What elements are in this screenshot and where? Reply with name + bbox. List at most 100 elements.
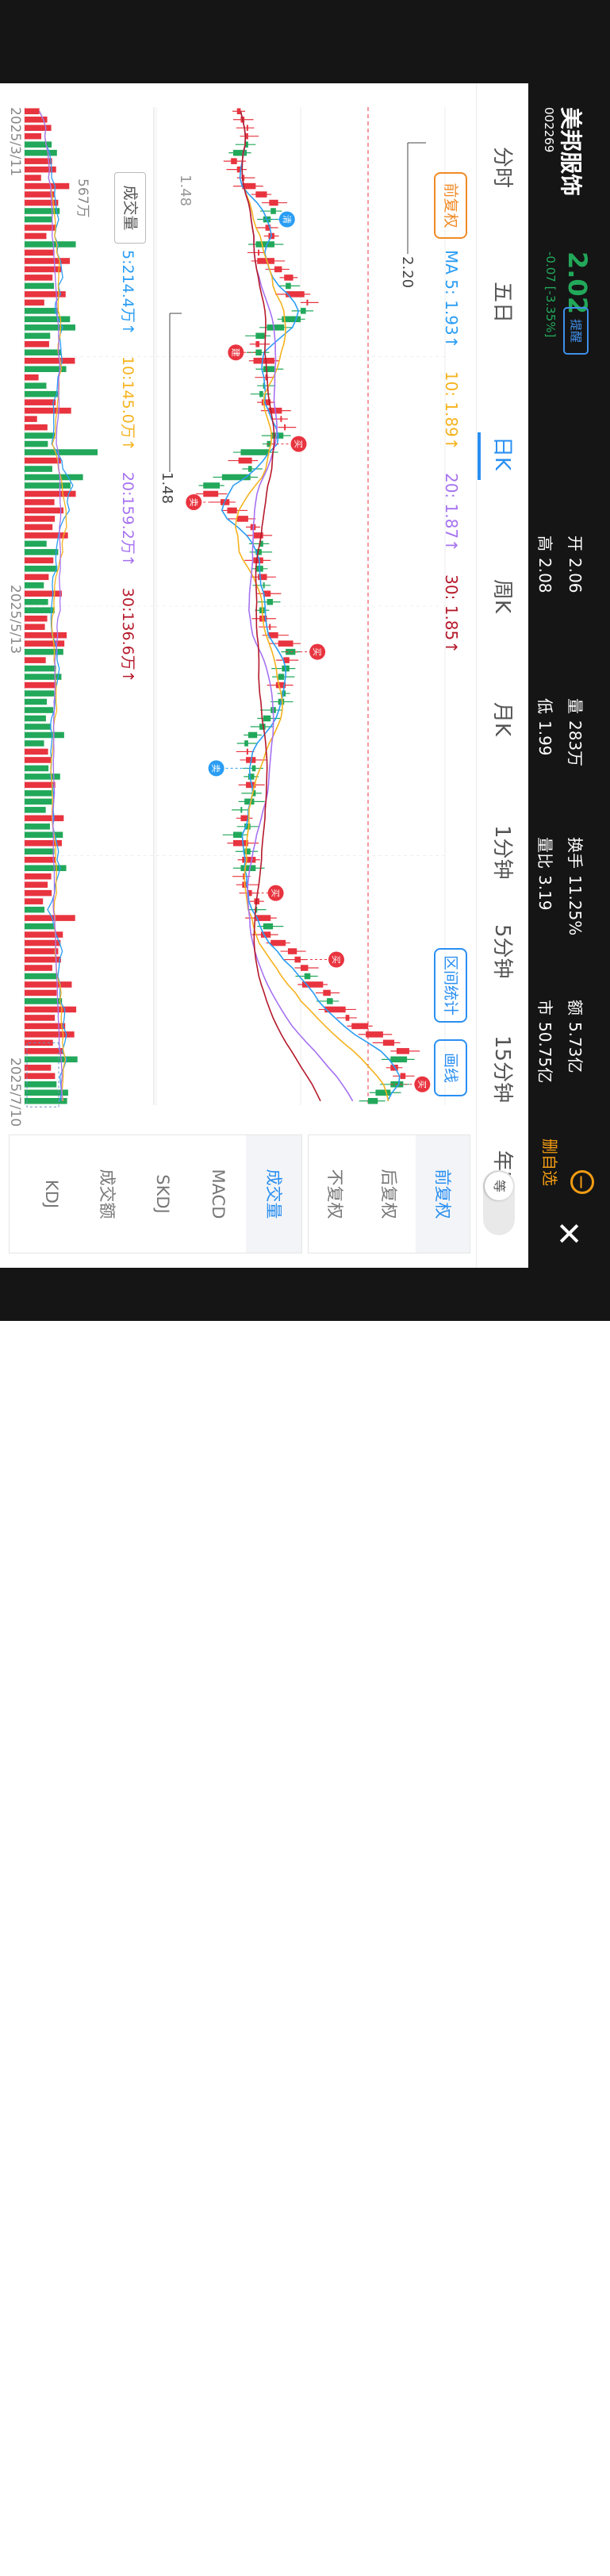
volume-bar (24, 873, 52, 880)
trade-marker (228, 344, 244, 361)
candle-body (263, 715, 271, 722)
indicator-amount[interactable]: 成交额 (98, 1169, 117, 1219)
candle-body (259, 390, 263, 397)
home-indicator[interactable] (197, 2570, 414, 2576)
ma10-value: 10: 1.89↑ (442, 370, 461, 451)
volume-bar (25, 399, 56, 405)
range-stats-button[interactable]: 区间统计 (434, 948, 467, 1023)
volume-bar (25, 416, 37, 422)
indicator-macd[interactable]: MACD (209, 1169, 228, 1219)
volume-bar (25, 141, 52, 148)
volume-bar (24, 440, 48, 447)
toggle-switch[interactable]: 等 (483, 1170, 515, 1235)
candle-body (240, 815, 248, 822)
candle-body (203, 482, 220, 489)
candle-body (246, 781, 256, 789)
indicator-options: 成交量 MACD SKDJ 成交额 KDJ (9, 1134, 302, 1253)
volume-max-label: 567万 (75, 179, 90, 218)
candle-body (306, 299, 309, 306)
volume-bar (25, 532, 68, 539)
volume-bar (25, 856, 56, 863)
volume-indicator-button[interactable]: 成交量 (114, 172, 146, 244)
volume-bar (24, 707, 54, 713)
volume-bar (24, 557, 54, 564)
indicator-volume[interactable]: 成交量 (246, 1135, 301, 1253)
option-backward-adjust[interactable]: 后复权 (379, 1169, 398, 1219)
draw-line-button[interactable]: 画线 (434, 1039, 467, 1096)
candle-body (231, 158, 237, 164)
vol-ma20-line (39, 110, 63, 1101)
adjust-button[interactable]: 前复权 (434, 172, 467, 239)
volume-bar (25, 765, 49, 772)
high-price-label: 2.20 (399, 256, 416, 289)
candle-body (244, 740, 248, 747)
candle-body (283, 657, 290, 663)
vol-ma5-value: 5:214.4万↑ (119, 250, 136, 336)
volume-bar (25, 674, 62, 680)
volume-bar (25, 898, 44, 904)
volume-bar (24, 931, 63, 938)
volume-bar (25, 1073, 56, 1080)
volume-bar (24, 474, 83, 481)
volume-bar (25, 382, 47, 389)
volume-bar (25, 449, 98, 455)
ma30-line (240, 111, 321, 1102)
candle-body (269, 624, 271, 630)
volume-bar (25, 981, 72, 988)
option-forward-adjust[interactable]: 前复权 (416, 1135, 470, 1253)
candle-body (242, 182, 256, 190)
volume-bar (24, 906, 45, 913)
candle-body (269, 199, 278, 206)
volume-bar (25, 840, 62, 847)
date-label-start: 2025/3/11 (7, 107, 23, 177)
volume-bar (24, 1081, 57, 1088)
volume-bar (25, 915, 75, 921)
volume-bar (25, 1056, 78, 1063)
volume-bar (25, 781, 56, 789)
volume-bar (24, 815, 64, 822)
volume-bar (25, 407, 71, 414)
candle-body (284, 274, 293, 281)
candle-body (255, 332, 265, 340)
volume-bar (24, 774, 60, 780)
candle-body (253, 357, 274, 364)
indicator-kdj[interactable]: KDJ (42, 1179, 61, 1209)
option-no-adjust[interactable]: 不复权 (325, 1169, 344, 1219)
ma20-line (240, 111, 354, 1102)
candle-body (240, 865, 256, 871)
status-bar (0, 0, 610, 83)
volume-bar (25, 823, 50, 830)
volume-bar (24, 956, 61, 963)
candle-body (324, 1006, 346, 1013)
candle-body (301, 308, 306, 314)
volume-bar (25, 948, 59, 954)
candle-body (255, 349, 262, 356)
volume-bar (24, 1097, 67, 1104)
candle-body (232, 840, 248, 847)
candle-body (400, 1073, 406, 1080)
candle-body (267, 598, 274, 605)
candle-body (258, 574, 267, 581)
candle-body (263, 582, 265, 589)
volume-bar (25, 1031, 75, 1038)
candle-body (286, 291, 305, 298)
volume-bar (24, 149, 57, 156)
volume-bar (25, 965, 52, 971)
candle-body (240, 449, 270, 455)
volume-bar (24, 648, 63, 655)
volume-bar (25, 807, 46, 813)
candle-body (203, 490, 219, 497)
trade-marker-label: 买 (416, 1080, 427, 1088)
volume-bar (24, 989, 57, 996)
indicator-skdj[interactable]: SKDJ (153, 1174, 172, 1214)
candle-body (255, 915, 271, 921)
candle-body (257, 258, 274, 264)
candle-body (246, 125, 248, 131)
candle-body (247, 466, 252, 472)
volume-bar (24, 740, 44, 747)
volume-bar (24, 241, 76, 248)
volume-bar (24, 1048, 63, 1054)
volume-bar (25, 266, 62, 273)
trade-marker-label: 买 (270, 889, 281, 897)
